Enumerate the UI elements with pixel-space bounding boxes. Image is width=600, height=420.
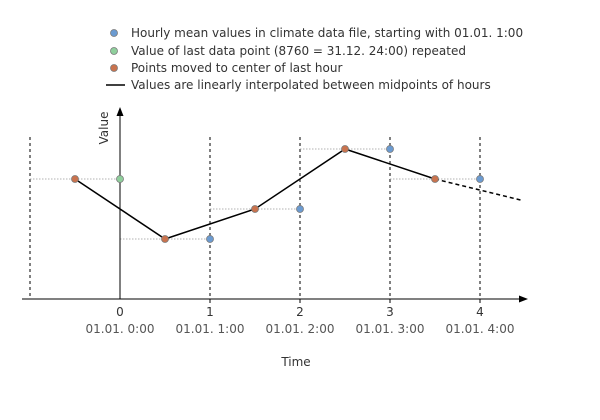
axes bbox=[22, 107, 528, 303]
x-tick-labels: 0 01.01. 0:00 1 01.01. 1:00 2 01.01. 2:00 3 01.… bbox=[86, 299, 515, 336]
hour-guides bbox=[29, 137, 481, 299]
x-tick-label: 3 bbox=[386, 305, 394, 319]
point-hourly-mean bbox=[296, 205, 304, 213]
x-tick-label: 2 bbox=[296, 305, 304, 319]
legend-last-point-marker bbox=[110, 47, 118, 55]
x-tick-label: 1 bbox=[206, 305, 214, 319]
data-points bbox=[71, 145, 484, 243]
x-tick-date-label: 01.01. 0:00 bbox=[86, 322, 155, 336]
legend: Hourly mean values in climate data file,… bbox=[106, 26, 523, 92]
point-hourly-mean bbox=[476, 175, 484, 183]
legend-moved-marker bbox=[110, 64, 118, 72]
x-tick-label: 4 bbox=[476, 305, 484, 319]
x-axis-title: Time bbox=[280, 355, 310, 369]
point-last-point bbox=[116, 175, 124, 183]
extrapolation-line bbox=[434, 178, 521, 201]
x-tick-date-label: 01.01. 1:00 bbox=[176, 322, 245, 336]
legend-line-label: Values are linearly interpolated between… bbox=[131, 78, 491, 92]
point-moved bbox=[431, 175, 439, 183]
point-moved bbox=[161, 235, 169, 243]
point-moved bbox=[71, 175, 79, 183]
x-tick-date-label: 01.01. 3:00 bbox=[356, 322, 425, 336]
point-hourly-mean bbox=[206, 235, 214, 243]
legend-hourly-mean-label: Hourly mean values in climate data file,… bbox=[131, 26, 523, 40]
point-moved bbox=[341, 145, 349, 153]
point-hourly-mean bbox=[386, 145, 394, 153]
y-axis-title: Value bbox=[97, 112, 111, 145]
point-moved bbox=[251, 205, 259, 213]
x-tick-label: 0 bbox=[116, 305, 124, 319]
legend-moved-label: Points moved to center of last hour bbox=[131, 61, 342, 75]
y-axis-arrowhead bbox=[116, 107, 124, 116]
legend-hourly-mean-marker bbox=[110, 29, 118, 37]
interpolated-line bbox=[74, 148, 436, 240]
legend-last-point-label: Value of last data point (8760 = 31.12. … bbox=[131, 44, 466, 58]
x-tick-date-label: 01.01. 2:00 bbox=[266, 322, 335, 336]
x-axis-arrowhead bbox=[519, 295, 528, 303]
x-tick-date-label: 01.01. 4:00 bbox=[446, 322, 515, 336]
